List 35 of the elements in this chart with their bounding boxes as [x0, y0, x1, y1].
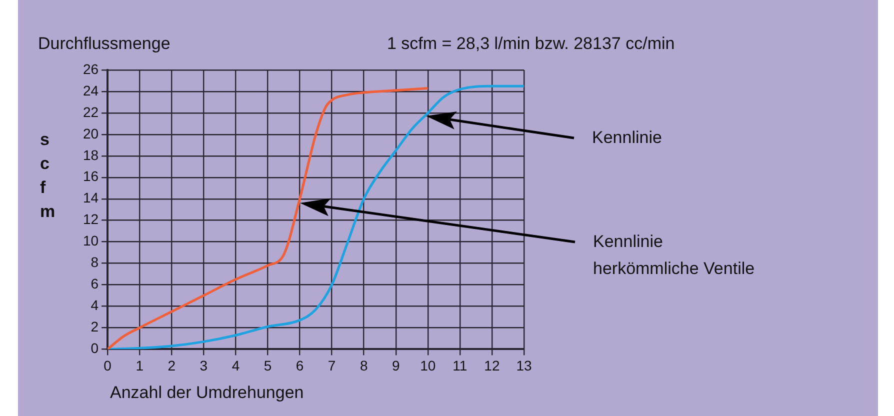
y-tick-label: 0: [90, 340, 99, 356]
x-tick-label: 11: [452, 357, 468, 374]
y-tick-label: 6: [90, 276, 99, 292]
y-tick-label: 16: [82, 168, 99, 184]
y-tick-label: 22: [82, 104, 99, 120]
y-tick-label: 4: [90, 297, 99, 314]
text: Kennlinie: [592, 127, 663, 149]
y-tick-label: 24: [82, 82, 99, 98]
x-tick-label: 0: [104, 357, 112, 374]
y-tick-label: 18: [82, 146, 99, 163]
x-tick-label: 6: [296, 357, 304, 374]
x-tick-label: 9: [392, 357, 400, 374]
y-axis-title: scfm: [40, 129, 56, 223]
chart-title: Durchflussmenge: [38, 34, 170, 54]
y-tick-label: 20: [82, 125, 99, 142]
x-tick-label: 3: [200, 357, 208, 374]
x-axis-title: Anzahl der Umdrehungen: [110, 383, 304, 403]
chart-subtitle: 1 scfm = 28,3 l/min bzw. 28137 cc/min: [387, 34, 675, 54]
x-tick-label: 1: [136, 357, 144, 374]
x-tick-label: 5: [264, 357, 272, 374]
x-tick-label: 4: [232, 357, 240, 374]
y-tick-label: 26: [82, 60, 99, 77]
y-tick-label: 2: [90, 318, 99, 335]
x-tick-label: 2: [168, 357, 176, 374]
x-tick-label: 10: [420, 357, 436, 374]
y-tick-label: 12: [82, 211, 99, 228]
x-tick-label: 7: [328, 357, 336, 374]
text: Kennlinie herkömmliche Ventile: [593, 231, 756, 280]
x-tick-label: 13: [516, 357, 532, 374]
y-tick-label: 8: [90, 254, 99, 270]
line-series: [108, 87, 430, 350]
y-tick-label: 14: [82, 190, 99, 206]
x-tick-label: 8: [360, 357, 368, 374]
x-tick-label: 12: [484, 357, 500, 374]
y-tick-label: 10: [82, 232, 99, 249]
